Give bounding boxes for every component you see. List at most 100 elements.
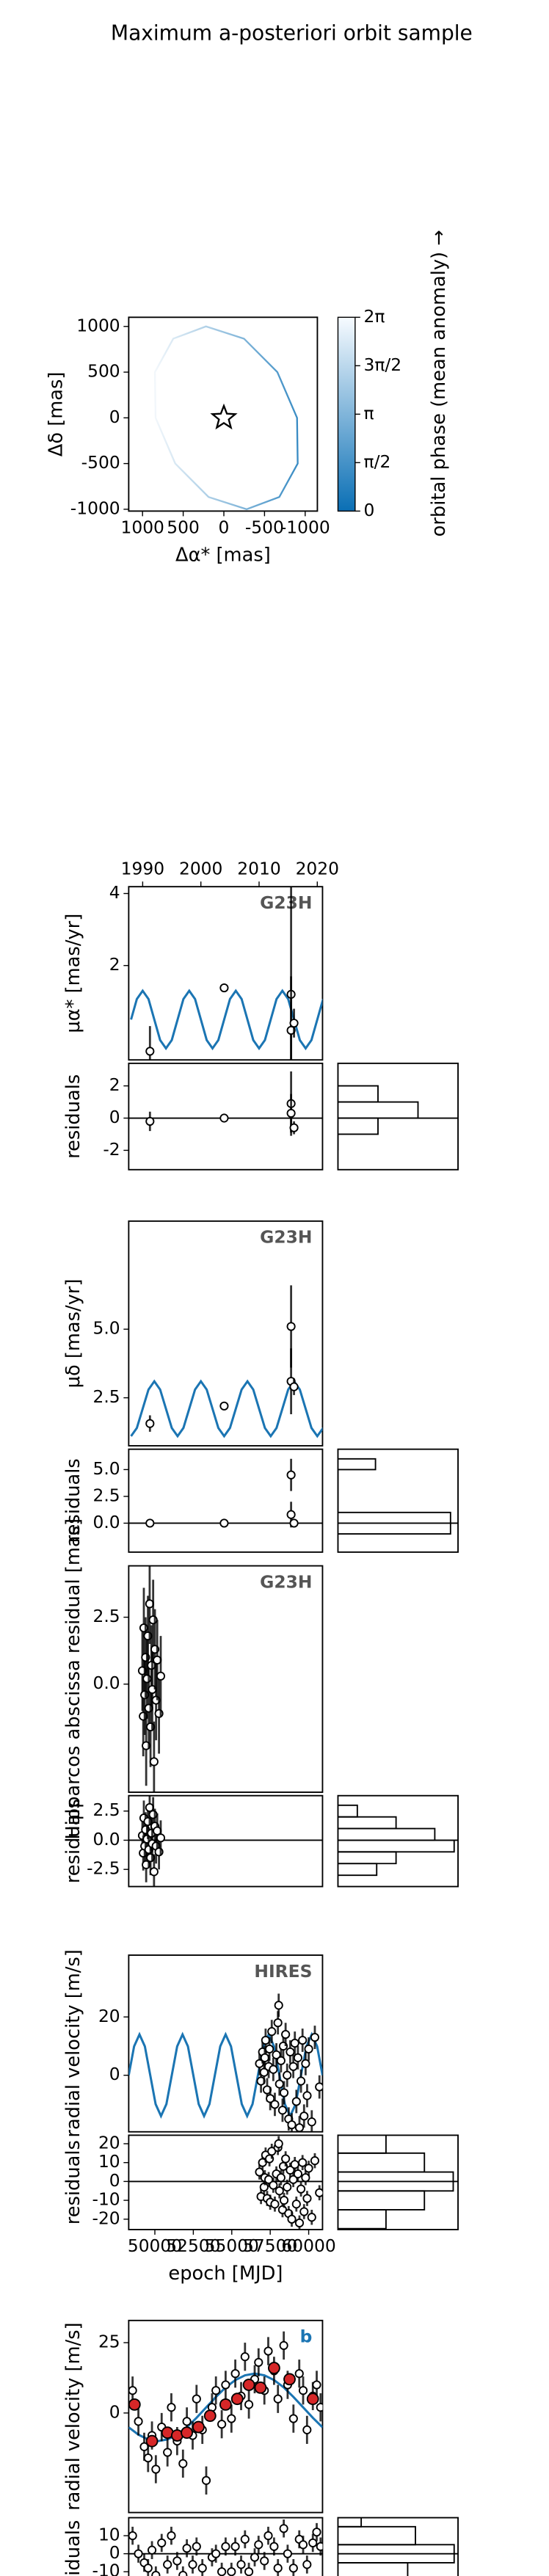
data-point — [163, 2560, 172, 2569]
y-tick-label: -10 — [92, 2561, 120, 2576]
data-point — [286, 2047, 295, 2056]
y-tick-label: 2 — [109, 1074, 120, 1095]
data-point — [147, 2545, 157, 2555]
data-point — [182, 2544, 192, 2553]
histogram-bin — [338, 2152, 426, 2173]
annotation: b — [300, 2326, 313, 2347]
x-tick-label: 57500 — [243, 2235, 297, 2256]
data-point — [230, 2542, 240, 2551]
residual-axis-label: residuals — [62, 1458, 84, 1543]
x-tick-label: 2010 — [237, 858, 280, 878]
x-tick-label: 52500 — [166, 2235, 220, 2256]
y-tick-label: -2 — [103, 1139, 120, 1160]
residual-axis-label: residuals — [62, 2520, 84, 2576]
y-tick-label: 2.5 — [93, 1800, 120, 1820]
data-point — [274, 2186, 284, 2196]
annotation: G23H — [260, 892, 312, 913]
colorbar-label: orbital phase (mean anomaly) → — [428, 230, 450, 536]
x-tick-label: -500 — [245, 517, 284, 537]
data-point — [302, 2091, 312, 2100]
data-point — [227, 2414, 236, 2423]
data-point — [178, 2459, 188, 2468]
y-tick-label: -500 — [81, 452, 120, 473]
y-axis-label: μδ [mas/yr] — [62, 1279, 84, 1389]
y-axis-label: radial velocity [m/s] — [62, 2322, 84, 2510]
histogram-frame — [337, 1448, 459, 1553]
data-point — [269, 2180, 278, 2190]
data-point — [188, 2560, 197, 2569]
orbit-track — [153, 325, 299, 511]
y-tick-label: 20 — [98, 2006, 120, 2026]
data-point — [299, 2207, 309, 2216]
data-point — [128, 2531, 137, 2541]
y-tick-label: 2 — [109, 954, 120, 975]
y-tick-label: 0.0 — [93, 1673, 120, 1693]
y-tick-label: 0 — [109, 2170, 120, 2191]
data-point — [316, 2403, 323, 2412]
data-point — [281, 2030, 291, 2040]
y-tick-label: -20 — [92, 2208, 120, 2228]
data-point — [302, 2194, 312, 2203]
histogram-bin — [338, 1101, 419, 1119]
data-point — [276, 2056, 286, 2065]
y-axis-label: Δδ [mas] — [46, 372, 68, 457]
colorbar-tick-label: 3π/2 — [364, 354, 402, 375]
data-point — [145, 1047, 155, 1056]
histogram-bin — [338, 2561, 409, 2576]
data-point — [281, 2154, 291, 2164]
data-point — [145, 1518, 155, 1528]
data-point — [308, 2538, 318, 2547]
data-point — [289, 1382, 299, 1391]
data-point — [201, 2475, 211, 2485]
plot-frame — [128, 1220, 324, 1447]
data-point — [250, 2553, 260, 2562]
data-point — [298, 2035, 308, 2045]
y-tick-label: 25 — [98, 2332, 120, 2352]
data-point — [279, 2088, 289, 2097]
data-point — [302, 2425, 312, 2434]
x-axis-label: Δα* [mas] — [175, 545, 271, 567]
data-point — [301, 2173, 310, 2183]
data-point — [293, 2053, 302, 2062]
data-point — [297, 2184, 306, 2194]
histogram-bin — [338, 2209, 387, 2230]
data-point — [293, 2169, 302, 2179]
data-point — [298, 2158, 308, 2167]
y-tick-label: 10 — [98, 2151, 120, 2172]
colorbar-tick-label: π/2 — [364, 451, 391, 472]
data-point — [274, 2001, 283, 2010]
data-point — [151, 2571, 161, 2576]
data-point — [219, 2398, 232, 2411]
data-point — [254, 2381, 267, 2394]
histogram-bin — [338, 1511, 451, 1535]
data-point — [294, 2123, 305, 2132]
data-point — [143, 2564, 153, 2573]
data-point — [274, 2139, 283, 2149]
data-point — [182, 2417, 192, 2426]
data-point — [279, 2524, 288, 2533]
data-point — [263, 2531, 273, 2541]
data-point — [181, 2426, 193, 2439]
data-point — [287, 2120, 297, 2130]
histogram-frame — [337, 2134, 459, 2230]
data-point — [283, 2373, 296, 2386]
data-point — [315, 2082, 323, 2092]
y-tick-label: 0 — [109, 407, 120, 427]
data-point — [306, 2393, 319, 2406]
star-marker — [210, 403, 238, 430]
y-tick-label: -10 — [92, 2189, 120, 2210]
data-point — [145, 2434, 159, 2448]
data-point — [254, 2540, 263, 2550]
data-point — [227, 2567, 236, 2576]
data-point — [269, 2064, 278, 2074]
histogram-frame — [337, 1794, 459, 1888]
data-point — [276, 2173, 286, 2183]
histogram-bin — [338, 1804, 358, 1818]
data-point — [151, 2464, 161, 2474]
data-point — [211, 2549, 221, 2558]
data-point — [307, 2117, 316, 2127]
y-tick-label: 0 — [109, 2542, 120, 2563]
data-point — [268, 2362, 280, 2374]
x-tick-label: 1990 — [121, 858, 164, 878]
data-point — [149, 1867, 159, 1877]
